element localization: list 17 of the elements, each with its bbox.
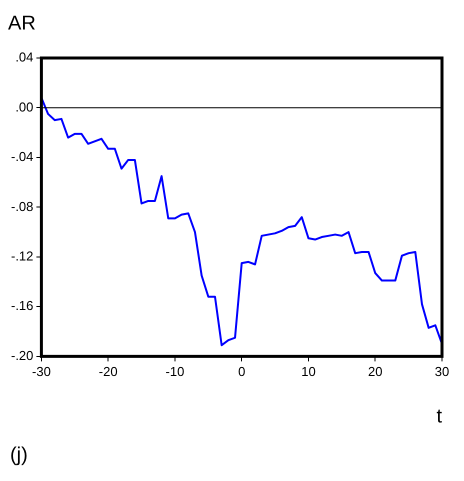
y-tick-label: .04 <box>15 50 34 65</box>
x-tick-label: -30 <box>32 364 51 379</box>
y-tick-label: -.08 <box>10 198 34 214</box>
y-tick-label: -.12 <box>10 248 34 264</box>
x-tick-label: -20 <box>98 364 118 379</box>
x-tick-label: 30 <box>434 364 450 379</box>
y-tick-label: -.04 <box>10 149 34 164</box>
text: (j) <box>10 444 28 466</box>
y-tick-label: -.20 <box>10 348 34 363</box>
x-tick-label: 20 <box>368 364 382 379</box>
x-tick-label: 0 <box>238 364 246 379</box>
y-tick-label: .00 <box>15 99 34 114</box>
x-tick-label: 10 <box>301 364 316 379</box>
chart-title: AR <box>8 12 36 35</box>
x-tick-label: -10 <box>166 364 184 379</box>
y-tick-label: -.16 <box>10 298 34 314</box>
x-axis-title: t <box>436 406 442 428</box>
